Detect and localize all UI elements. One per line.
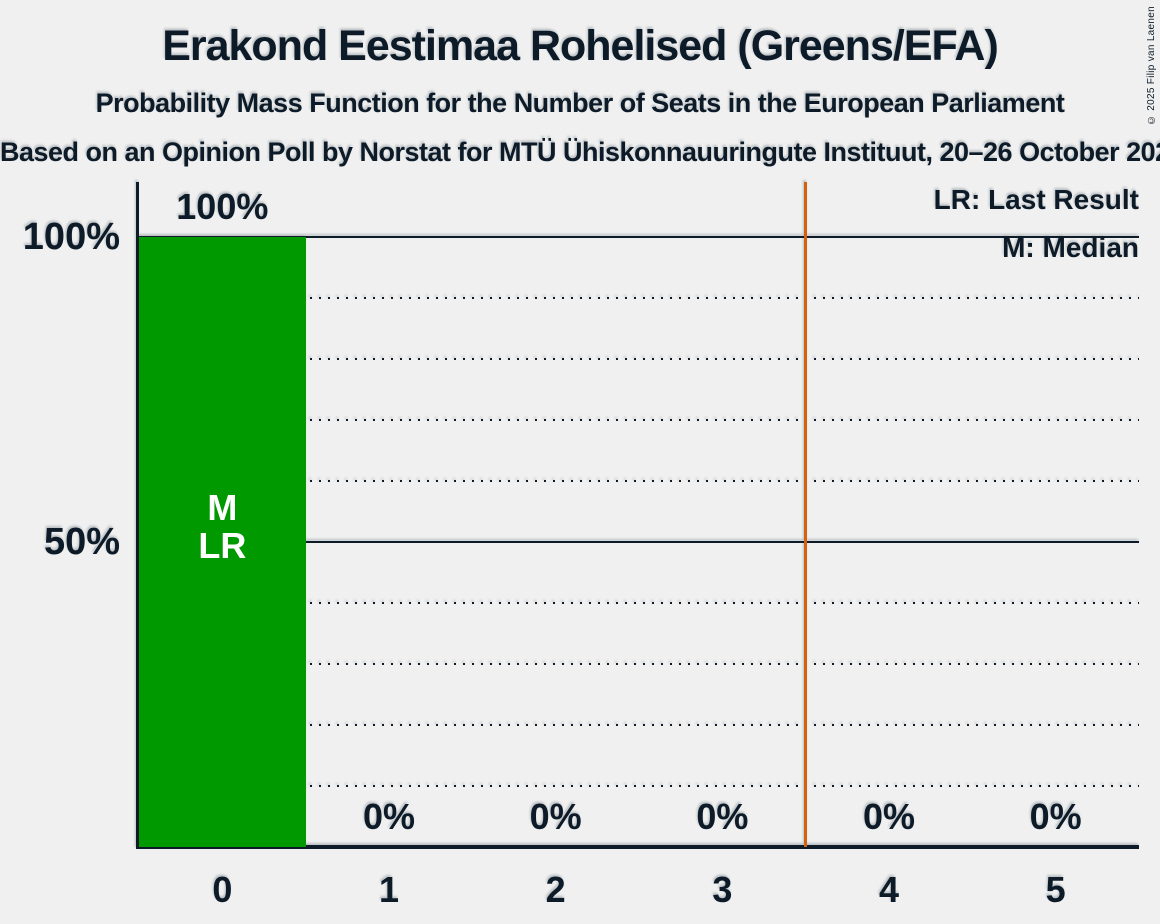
gridline-50pct <box>139 541 1139 543</box>
x-tick-2: 2 <box>545 869 566 910</box>
chart-source-line: Based on an Opinion Poll by Norstat for … <box>0 137 1160 167</box>
bar-annotation-line: LR <box>198 525 247 566</box>
gridline-100pct <box>139 236 1139 238</box>
bar-seats-0 <box>139 237 306 847</box>
value-label-seats-1: 0% <box>362 796 415 837</box>
x-tick-4: 4 <box>878 869 899 910</box>
y-tick-100: 100% <box>22 216 120 258</box>
gridline-20pct <box>139 724 1139 726</box>
gridline-60pct <box>139 480 1139 482</box>
gridline-30pct <box>139 663 1139 665</box>
gridline-80pct <box>139 358 1139 360</box>
x-tick-3: 3 <box>712 869 733 910</box>
gridline-90pct <box>139 297 1139 299</box>
bar-annotation-line: M <box>207 487 238 528</box>
threshold-line <box>804 182 808 847</box>
page-title: Erakond Eestimaa Rohelised (Greens/EFA) <box>162 22 999 70</box>
x-tick-5: 5 <box>1045 869 1066 910</box>
plot-area: 100% 0 M LR 0% 1 0% 2 0% 3 0% 4 0% 5 LR: Last Result … <box>136 182 1139 910</box>
value-label-seats-5: 0% <box>1029 796 1082 837</box>
value-label-seats-3: 0% <box>696 796 749 837</box>
y-tick-50: 50% <box>43 521 120 563</box>
value-label-seats-0: 100% <box>176 186 269 227</box>
copyright-notice: © 2025 Filip van Laenen <box>1146 6 1157 126</box>
legend-last-result: LR: Last Result <box>933 184 1139 215</box>
gridline-40pct <box>139 602 1139 604</box>
gridline-10pct <box>139 785 1139 787</box>
bar-annotation-seats-0: M LR <box>139 489 306 565</box>
legend-median: M: Median <box>1002 232 1139 263</box>
x-tick-1: 1 <box>378 869 399 910</box>
x-tick-0: 0 <box>212 869 233 910</box>
value-label-seats-4: 0% <box>862 796 915 837</box>
gridline-70pct <box>139 419 1139 421</box>
x-axis-line <box>136 845 1139 849</box>
value-label-seats-2: 0% <box>529 796 582 837</box>
chart-subtitle: Probability Mass Function for the Number… <box>95 88 1065 118</box>
y-axis-line <box>136 182 139 847</box>
